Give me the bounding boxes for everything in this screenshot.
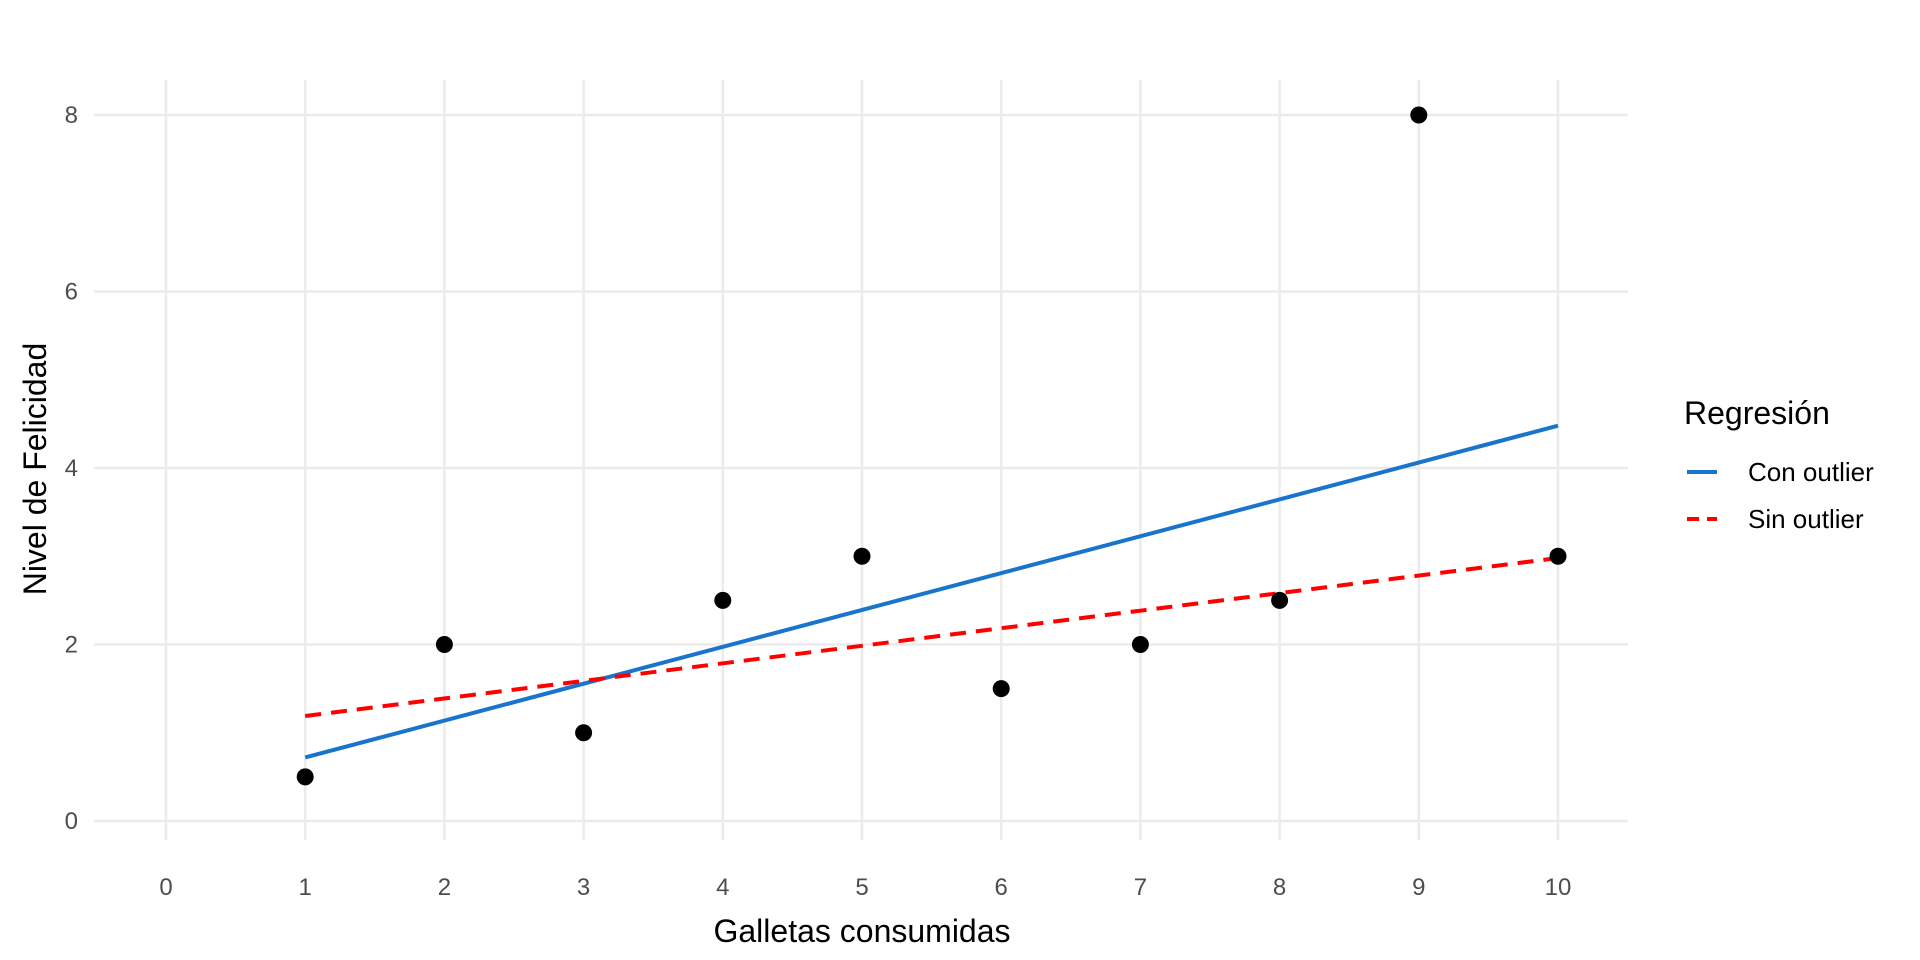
x-tick-label: 9 — [1412, 874, 1425, 901]
y-tick-label: 0 — [65, 808, 78, 835]
x-axis-title: Galletas consumidas — [713, 913, 1010, 949]
data-points — [296, 106, 1567, 786]
regression-line-sin-outlier — [304, 556, 1559, 718]
data-point — [1410, 106, 1428, 124]
y-axis-title: Nivel de Felicidad — [17, 343, 53, 596]
y-tick-label: 2 — [65, 632, 78, 659]
legend-label: Sin outlier — [1748, 504, 1864, 534]
y-tick-label: 6 — [65, 279, 78, 306]
x-tick-label: 0 — [159, 874, 172, 901]
regression-line-con-outlier — [304, 423, 1559, 760]
x-tick-label: 6 — [995, 874, 1008, 901]
x-tick-label: 10 — [1545, 874, 1572, 901]
legend-label: Con outlier — [1748, 457, 1874, 487]
x-tick-label: 2 — [438, 874, 451, 901]
y-axis-ticks: 0 2 4 6 8 — [65, 102, 78, 835]
x-tick-label: 4 — [716, 874, 729, 901]
x-tick-label: 8 — [1273, 874, 1286, 901]
data-point — [296, 768, 314, 786]
grid — [94, 80, 1628, 840]
legend-title: Regresión — [1684, 395, 1830, 431]
data-point — [435, 636, 453, 653]
data-point — [1131, 636, 1149, 653]
data-point — [1271, 591, 1289, 609]
x-tick-label: 3 — [577, 874, 590, 901]
x-axis-ticks: 0 1 2 3 4 5 6 7 8 9 10 — [159, 874, 1571, 901]
y-tick-label: 4 — [65, 455, 78, 482]
data-point — [992, 680, 1010, 698]
data-point — [575, 724, 593, 742]
legend: Regresión Con outlier Sin outlier — [1684, 395, 1874, 534]
x-tick-label: 5 — [855, 874, 868, 901]
regression-lines — [304, 423, 1559, 760]
data-point — [1549, 547, 1567, 565]
data-point — [853, 547, 871, 565]
data-point — [714, 591, 732, 609]
y-tick-label: 8 — [65, 102, 78, 129]
x-tick-label: 1 — [299, 874, 312, 901]
x-tick-label: 7 — [1134, 874, 1147, 901]
